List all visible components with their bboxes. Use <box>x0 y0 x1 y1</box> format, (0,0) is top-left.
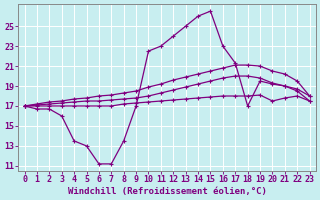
X-axis label: Windchill (Refroidissement éolien,°C): Windchill (Refroidissement éolien,°C) <box>68 187 267 196</box>
